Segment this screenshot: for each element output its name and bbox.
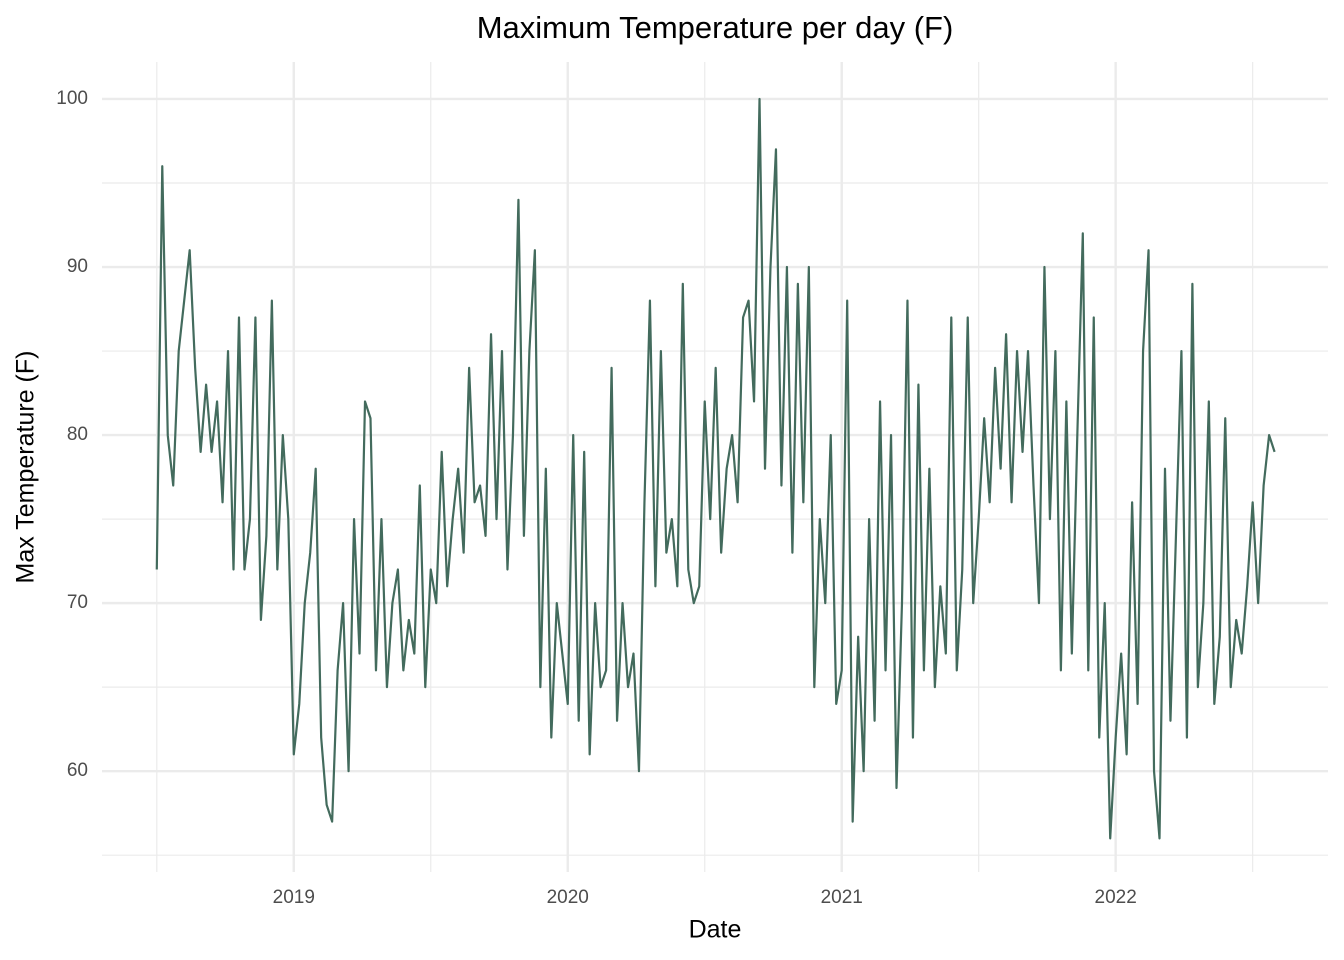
x-tick-label: 2021 bbox=[821, 887, 863, 908]
x-axis-title: Date bbox=[689, 916, 742, 944]
x-tick-label: 2022 bbox=[1095, 887, 1137, 908]
grid bbox=[102, 62, 1328, 872]
y-tick-label: 100 bbox=[56, 88, 88, 109]
x-tick-label: 2019 bbox=[273, 887, 315, 908]
y-tick-label: 90 bbox=[67, 256, 88, 277]
x-tick-label: 2020 bbox=[547, 887, 589, 908]
y-axis-title: Max Temperature (F) bbox=[12, 351, 40, 584]
y-tick-label: 80 bbox=[67, 424, 88, 445]
chart-title: Maximum Temperature per day (F) bbox=[477, 10, 954, 45]
y-tick-label: 60 bbox=[67, 760, 88, 781]
y-tick-label: 70 bbox=[67, 592, 88, 613]
line bbox=[155, 97, 1276, 840]
